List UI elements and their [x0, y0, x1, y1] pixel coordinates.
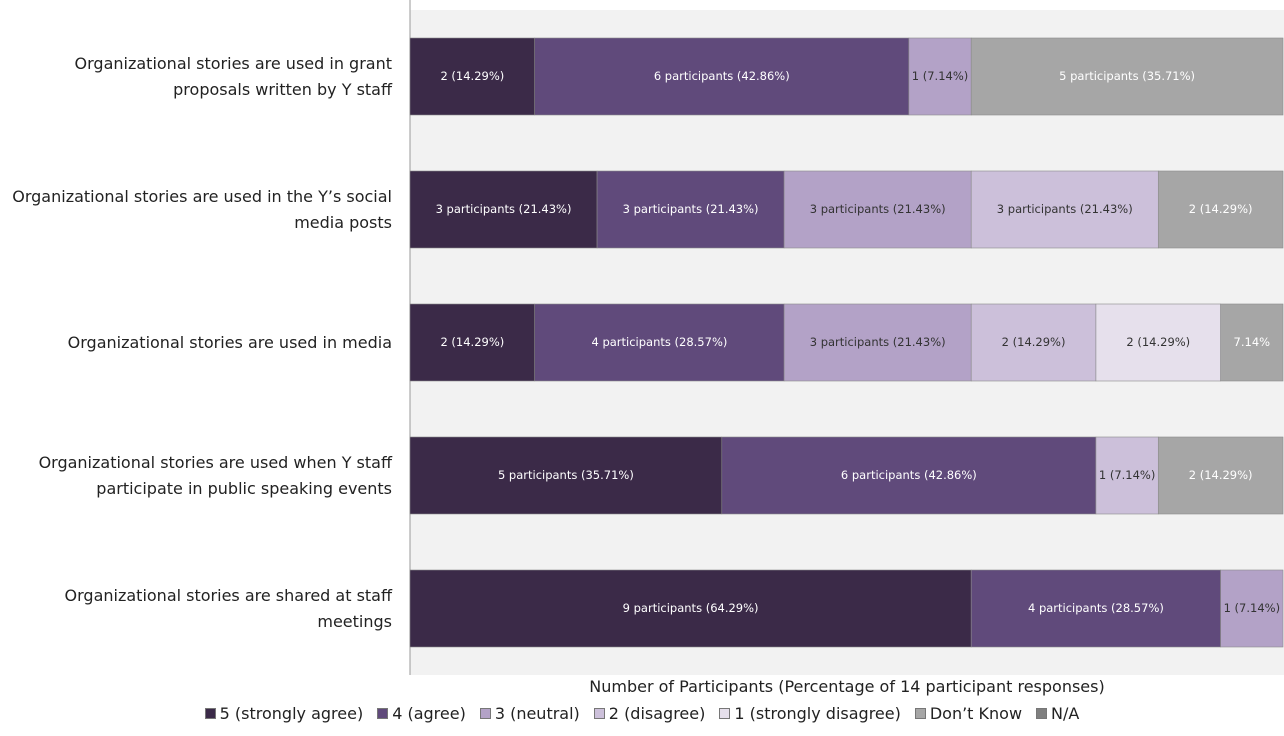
- legend-label: 4 (agree): [392, 704, 466, 723]
- data-label: 9 participants (64.29%): [623, 601, 759, 615]
- data-label: 2 (14.29%): [1189, 468, 1253, 482]
- category-label: Organizational stories are used in media: [67, 332, 392, 352]
- bar-segment: [1157, 170, 1284, 249]
- legend-label: Don’t Know: [929, 704, 1023, 723]
- legend-label: 1 (strongly disagree): [734, 704, 901, 723]
- bar-segment: [721, 436, 1097, 515]
- bar-segment: [409, 436, 723, 515]
- data-label: 5 participants (35.71%): [498, 468, 634, 482]
- data-label: 3 participants (21.43%): [810, 335, 946, 349]
- bar-segment: [409, 303, 536, 382]
- legend-item: 1 (strongly disagree): [719, 704, 901, 723]
- bar-segment: [1220, 303, 1284, 382]
- legend-label: 2 (disagree): [608, 704, 706, 723]
- bar-segment: [534, 303, 785, 382]
- legend-item: Don’t Know: [914, 704, 1023, 723]
- legend: 5 (strongly agree) 4 (agree) 3 (neutral) 2 …: [0, 704, 1284, 723]
- category-label: Organizational stories are used in the Y…: [12, 186, 392, 232]
- bar-segment: [970, 303, 1097, 382]
- data-label: 2 (14.29%): [440, 69, 504, 83]
- bar-segment: [908, 37, 972, 116]
- bar-segment: [783, 170, 972, 249]
- data-label: 2 (14.29%): [440, 335, 504, 349]
- legend-swatch: [914, 708, 926, 719]
- legend-swatch: [719, 708, 731, 719]
- bar-segment: [970, 37, 1284, 116]
- data-label: 3 participants (21.43%): [810, 202, 946, 216]
- legend-item: 3 (neutral): [479, 704, 580, 723]
- data-label: 2 (14.29%): [1126, 335, 1190, 349]
- legend-item: 2 (disagree): [593, 704, 706, 723]
- bar-segment: [1095, 303, 1221, 382]
- bar-segment: [596, 170, 785, 249]
- data-label: 4 participants (28.57%): [591, 335, 727, 349]
- data-label: 6 participants (42.86%): [654, 69, 790, 83]
- data-label: 6 participants (42.86%): [841, 468, 977, 482]
- data-label: 3 participants (21.43%): [436, 202, 572, 216]
- data-label: 5 participants (35.71%): [1059, 69, 1195, 83]
- legend-label: 3 (neutral): [494, 704, 580, 723]
- data-label: 1 (7.14%): [912, 69, 968, 83]
- bar-segment: [1157, 436, 1284, 515]
- legend-label: N/A: [1051, 704, 1080, 723]
- legend-swatch: [593, 708, 605, 719]
- legend-swatch: [377, 708, 389, 719]
- category-label: Organizational stories are used in grant…: [74, 53, 392, 99]
- category-label: Organizational stories are used when Y s…: [38, 452, 392, 498]
- legend-swatch: [479, 708, 491, 719]
- bar-segment: [409, 569, 972, 648]
- bar-segment: [970, 569, 1221, 648]
- bar-segment: [783, 303, 972, 382]
- bar-segment: [409, 37, 536, 116]
- legend-swatch: [1036, 708, 1048, 719]
- data-label: 2 (14.29%): [1002, 335, 1066, 349]
- data-label: 1 (7.14%): [1224, 601, 1280, 615]
- legend-item: N/A: [1036, 704, 1079, 723]
- bar-segment: [534, 37, 910, 116]
- data-label: 3 participants (21.43%): [623, 202, 759, 216]
- data-label: 7.14%: [1234, 335, 1271, 349]
- x-axis-label: Number of Participants (Percentage of 14…: [589, 677, 1105, 696]
- bar-segment: [1220, 569, 1284, 648]
- data-label: 3 participants (21.43%): [997, 202, 1133, 216]
- category-label: Organizational stories are shared at sta…: [64, 585, 392, 631]
- bar-segment: [409, 170, 598, 249]
- legend-item: 4 (agree): [377, 704, 466, 723]
- legend-label: 5 (strongly agree): [219, 704, 364, 723]
- data-label: 4 participants (28.57%): [1028, 601, 1164, 615]
- legend-item: 5 (strongly agree): [204, 704, 364, 723]
- data-label: 1 (7.14%): [1099, 468, 1155, 482]
- legend-swatch: [204, 708, 216, 719]
- data-label: 2 (14.29%): [1189, 202, 1253, 216]
- bar-segment: [970, 170, 1159, 249]
